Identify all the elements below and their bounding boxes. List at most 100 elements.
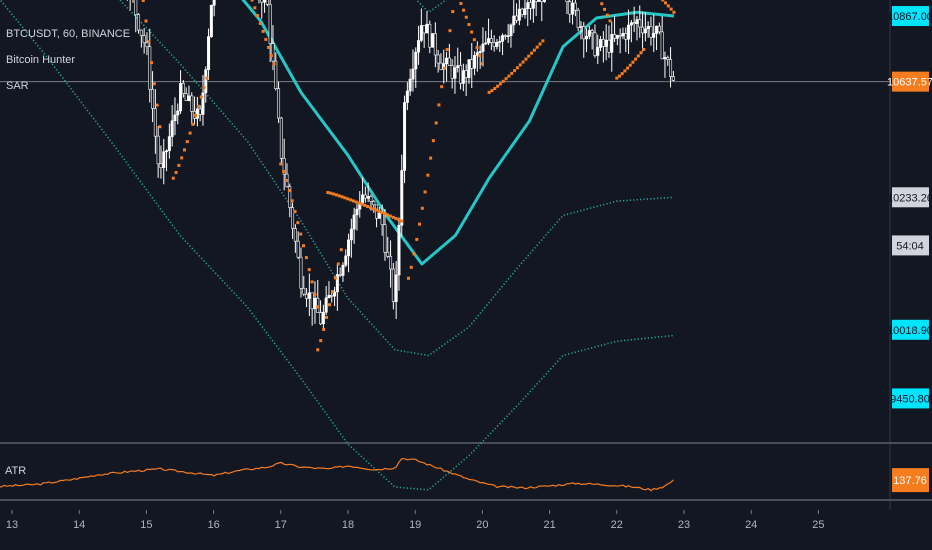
candle-body [279,117,283,159]
candle-body [447,57,451,66]
sar-dot [316,348,320,352]
candle-body [501,35,505,42]
candle-body [568,1,572,15]
candle-body [643,28,647,34]
band-lower-band-2 [0,0,674,491]
sar-dot [639,51,643,55]
candle-body [198,108,202,115]
candle-body [632,22,636,24]
candle-body [615,34,619,39]
sar-dot [343,196,347,200]
candle-body [492,42,496,47]
candle-body [361,194,365,204]
candle-body [414,51,418,70]
sar-dot [504,77,508,81]
sar-dot [194,113,198,117]
price-tag-bg [892,388,929,409]
sar-dot [258,21,262,25]
sar-dot [158,125,162,129]
sar-dot [366,205,370,209]
candle-body [411,68,415,80]
atr-value-tag: 137.76 [893,475,927,487]
sar-dot [617,74,621,78]
symbol-title[interactable]: BTCUSDT, 60, BINANCE [6,28,130,40]
candle-body [503,35,507,37]
candle-body [324,297,328,313]
sar-dot [269,54,273,58]
candle-body [176,110,180,116]
candle-body [159,163,163,168]
sar-dot [261,29,265,33]
time-tick-label: 23 [678,519,690,531]
sar-dot [171,176,175,180]
price-tag-gray: 10233.26 [887,192,932,204]
candle-body [190,95,194,112]
candle-body [179,83,183,112]
candle-body [148,46,152,90]
candle-body [366,196,370,199]
sar-dot [478,54,482,58]
sar-dot [388,214,392,218]
sar-dot [513,69,517,73]
price-tag-bg [892,235,929,256]
sar-dot [346,197,350,201]
candle-body [531,0,535,9]
candle-body [302,288,306,295]
candle-body [145,42,149,48]
sar-dot [475,46,479,50]
sar-dot [368,206,372,210]
candle-body [478,51,482,53]
sar-dot [501,79,505,83]
sar-dot [339,248,343,252]
candle-body [341,264,345,276]
sar-dot [507,74,511,78]
sar-dot [605,13,609,17]
candle-body [649,26,653,38]
sar-dot [462,8,466,12]
candle-body [464,70,468,78]
candle-body [165,150,169,153]
candle-body [209,4,213,37]
candle-body [481,43,485,52]
candle-body [383,224,387,253]
sar-dot [155,103,159,107]
sar-dot [636,54,640,58]
indicator-atr-label[interactable]: ATR [5,465,26,477]
sar-dot [267,45,271,49]
candle-body [139,29,143,36]
axes-layer: 13000.0012000.0011000.0011723.2011155.10… [6,6,932,531]
atr-line [0,458,674,492]
sar-dot [360,202,364,206]
candle-body [582,26,586,40]
candle-body [372,201,376,206]
candle-body [173,114,177,122]
candle-body [403,102,407,171]
candle-body [618,34,622,37]
candle-body [473,55,477,69]
candle-body [355,208,359,216]
candle-body [260,0,264,3]
candle-body [517,8,521,21]
candle-body [268,4,272,44]
sar-dot [603,7,607,11]
candle-body [397,224,401,276]
indicator-sar[interactable]: SAR [6,80,29,92]
indicator-bitcoin-hunter[interactable]: Bitcoin Hunter [6,54,75,66]
candle-body [576,9,580,28]
time-tick-label: 15 [140,519,152,531]
sar-dot [287,188,291,192]
sar-dot [334,193,338,197]
sar-dot [669,7,673,11]
candle-body [277,88,281,119]
candle-body [344,255,348,266]
sar-dot [304,256,308,260]
candle-body [450,65,454,79]
sar-dot [256,14,260,18]
candle-body [330,295,334,297]
candle-body [313,297,317,310]
price-tag-cyan: 9450.80 [890,393,930,405]
candle-body [212,0,216,6]
candle-body [515,15,519,21]
sar-dot [296,221,300,225]
